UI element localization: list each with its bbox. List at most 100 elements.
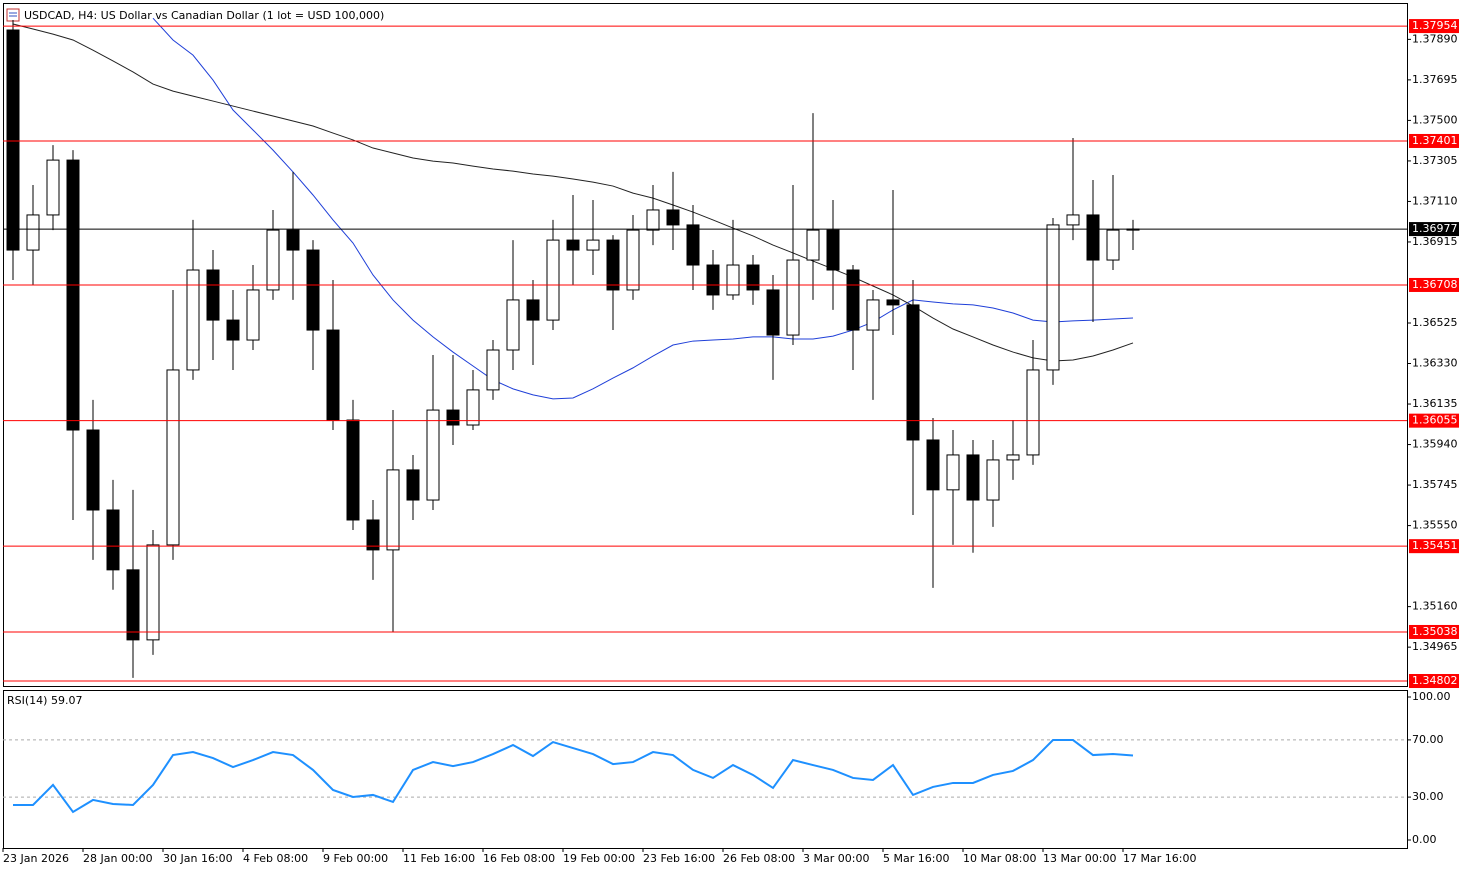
candle-body — [466, 389, 480, 426]
x-tick-label: 17 Mar 16:00 — [1123, 852, 1196, 865]
candle-body — [166, 369, 180, 546]
y-tick-label: 1.35745 — [1412, 478, 1458, 491]
x-tick-label: 26 Feb 08:00 — [723, 852, 795, 865]
candle-body — [206, 269, 220, 321]
candle-body — [986, 459, 1000, 501]
candle-body — [846, 269, 860, 331]
x-tick-label: 23 Jan 2026 — [3, 852, 69, 865]
level-label-box — [1409, 539, 1459, 554]
candle-body — [126, 569, 140, 641]
rsi-line — [13, 739, 1134, 814]
candle-body — [386, 469, 400, 551]
candle-body — [1066, 214, 1080, 226]
y-tick-label: 70.00 — [1412, 733, 1444, 746]
main-frame — [3, 3, 1408, 687]
candle-body — [566, 239, 580, 251]
level-label: 1.37401 — [1412, 134, 1458, 147]
level-label: 1.35038 — [1412, 625, 1458, 638]
candle-body — [626, 229, 640, 291]
level-label-box — [1409, 413, 1459, 428]
level-label: 1.36055 — [1412, 414, 1458, 427]
y-tick-label: 1.36330 — [1412, 357, 1458, 370]
candle-body — [886, 299, 900, 306]
moving-average — [152, 17, 1134, 400]
rsi-value: 59.07 — [51, 694, 83, 707]
candle-body — [1106, 229, 1120, 261]
candle-body — [726, 264, 740, 296]
rsi-title: RSI(14) 59.07 — [7, 694, 82, 707]
x-tick-label: 16 Feb 08:00 — [483, 852, 555, 865]
candle-body — [366, 519, 380, 551]
candle-body — [246, 289, 260, 341]
candle-body — [786, 259, 800, 336]
level-label: 1.34802 — [1412, 674, 1458, 687]
chart-title: USDCAD, H4: US Dollar vs Canadian Dollar… — [24, 9, 384, 22]
x-tick-label: 28 Jan 00:00 — [83, 852, 153, 865]
y-tick-label: 1.36915 — [1412, 235, 1458, 248]
candle-body — [306, 249, 320, 331]
candle-body — [266, 229, 280, 291]
candle-body — [26, 214, 40, 251]
level-label: 1.35451 — [1412, 539, 1458, 552]
candle-body — [406, 469, 420, 501]
candle-body — [766, 289, 780, 336]
candle-body — [426, 409, 440, 501]
candle-body — [586, 239, 600, 251]
y-tick-label: 1.37890 — [1412, 32, 1458, 45]
candle-body — [646, 209, 660, 231]
candle-body — [946, 454, 960, 491]
x-tick-label: 30 Jan 16:00 — [163, 852, 233, 865]
x-tick-label: 9 Feb 00:00 — [323, 852, 388, 865]
candle-body — [706, 264, 720, 296]
level-label-box — [1409, 133, 1459, 148]
candle-body — [6, 29, 20, 251]
moving-average — [12, 23, 1134, 362]
candle-body — [1046, 224, 1060, 371]
candle-body — [866, 299, 880, 331]
x-tick-label: 11 Feb 16:00 — [403, 852, 475, 865]
level-label-box — [1409, 624, 1459, 639]
candle-body — [106, 509, 120, 571]
candle-body — [486, 349, 500, 391]
y-tick-label: 1.37110 — [1412, 194, 1458, 207]
candle-body — [146, 544, 160, 641]
y-tick-label: 1.37695 — [1412, 73, 1458, 86]
x-tick-label: 3 Mar 00:00 — [803, 852, 869, 865]
y-tick-label: 1.35940 — [1412, 438, 1458, 451]
candle-body — [606, 239, 620, 291]
level-label-box — [1409, 277, 1459, 292]
candle-body — [86, 429, 100, 511]
candle-body — [226, 319, 240, 341]
x-tick-label: 10 Mar 08:00 — [963, 852, 1036, 865]
candle-body — [446, 409, 460, 426]
candle-body — [746, 264, 760, 291]
y-tick-label: 30.00 — [1412, 790, 1444, 803]
rsi-name: RSI(14) — [7, 694, 47, 707]
current-price-box — [1409, 222, 1459, 237]
candle-body — [346, 419, 360, 521]
candle-body — [806, 229, 820, 261]
y-tick-label: 1.37305 — [1412, 154, 1458, 167]
level-label: 1.37954 — [1412, 19, 1458, 32]
rsi-frame — [3, 690, 1408, 849]
candle-body — [526, 299, 540, 321]
candle-body — [506, 299, 520, 351]
candle-body — [66, 159, 80, 431]
candle-body — [46, 159, 60, 216]
y-tick-label: 1.35160 — [1412, 600, 1458, 613]
candle-body — [1006, 454, 1020, 461]
candle-body — [186, 269, 200, 371]
candle-body — [926, 439, 940, 491]
x-tick-label: 19 Feb 00:00 — [563, 852, 635, 865]
y-tick-label: 1.37500 — [1412, 113, 1458, 126]
candle-body — [906, 304, 920, 441]
y-tick-label: 1.36525 — [1412, 316, 1458, 329]
x-tick-label: 13 Mar 00:00 — [1043, 852, 1116, 865]
candle-body — [286, 229, 300, 251]
x-tick-label: 4 Feb 08:00 — [243, 852, 308, 865]
candle-body — [326, 329, 340, 421]
level-label-box — [1409, 674, 1459, 689]
